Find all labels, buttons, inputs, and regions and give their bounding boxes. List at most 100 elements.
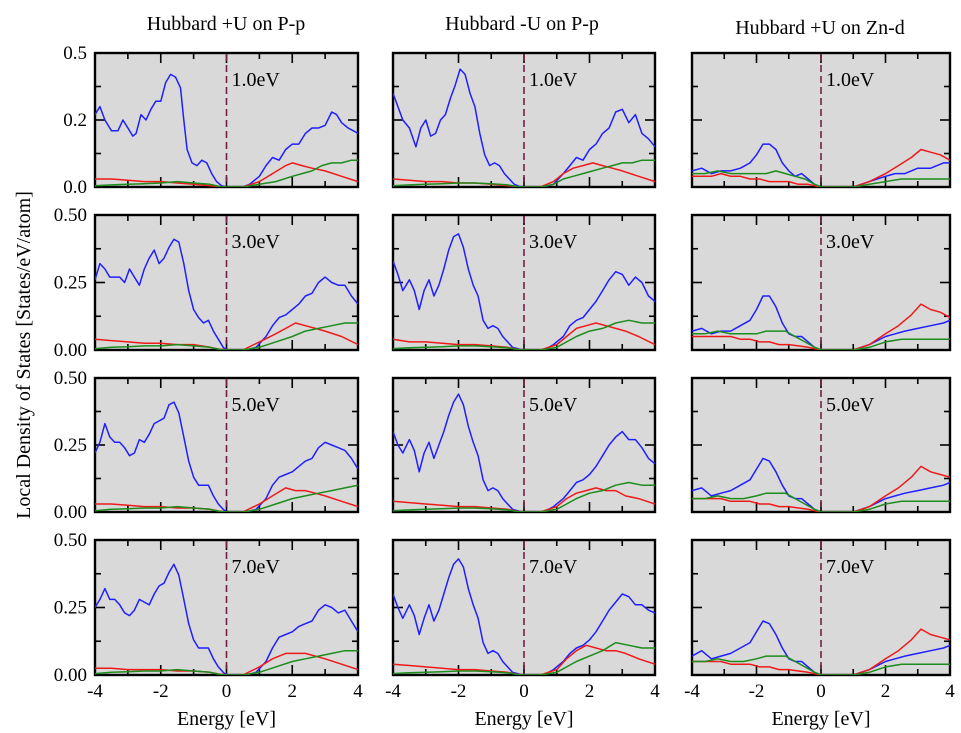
series-line-green [692, 655, 950, 675]
series-line-red [95, 652, 358, 675]
y-tick-label: 0.5 [63, 43, 87, 64]
panel-label: 5.0eV [232, 394, 281, 416]
series-line-green [692, 492, 950, 512]
panel-7: 5.0eV 0.00 0.25 0.50 [54, 368, 360, 523]
series-group [393, 558, 655, 675]
x-tick-label: -4 [684, 681, 700, 702]
series-line-blue [95, 401, 358, 512]
x-tick-label: 4 [945, 681, 955, 702]
panel-label: 3.0eV [826, 231, 875, 253]
series-line-red [692, 465, 950, 512]
series-group [95, 401, 358, 512]
panel-5: 3.0eV [391, 213, 657, 352]
series-line-red [692, 303, 950, 350]
series-line-green [692, 170, 950, 187]
series-line-blue [393, 68, 655, 187]
panel-2: 1.0eV [391, 51, 657, 189]
panel-11: 7.0eV -4 -2 0 2 4 Energy [eV] [385, 538, 660, 730]
series-line-blue [95, 73, 358, 187]
y-tick-label: 0.0 [63, 177, 87, 198]
series-group [95, 238, 358, 350]
series-line-red [692, 148, 950, 187]
column-title-2: Hubbard -U on P-p [445, 13, 599, 35]
x-tick-label: 2 [881, 681, 891, 702]
series-line-green [95, 484, 358, 512]
y-tick-label: 0.00 [54, 665, 87, 686]
x-tick-label: 0 [222, 681, 232, 702]
series-line-red [393, 487, 655, 512]
y-tick-label: 0.25 [54, 435, 87, 456]
series-group [393, 233, 655, 350]
panel-label: 5.0eV [826, 394, 875, 416]
x-tick-label: -4 [385, 681, 401, 702]
series-line-red [95, 162, 358, 187]
y-tick-label: 0.50 [54, 530, 87, 551]
series-line-blue [95, 563, 358, 675]
column-title-1: Hubbard +U on P-p [147, 13, 306, 35]
panel-grid: 1.0eV 0.0 0.2 0.5 1.0eV 1.0eV 3.0eV 0.00 0.25 0.5… [54, 43, 956, 730]
series-line-green [393, 159, 655, 187]
y-tick-label: 0.50 [54, 205, 87, 226]
x-tick-label: 2 [288, 681, 298, 702]
x-tick-label: 0 [816, 681, 826, 702]
x-tick-label: -2 [153, 681, 169, 702]
x-tick-label: -4 [87, 681, 103, 702]
series-line-blue [393, 233, 655, 350]
series-line-blue [692, 143, 950, 187]
series-group [95, 563, 358, 675]
x-tick-label: -2 [451, 681, 467, 702]
x-tick-label: 4 [353, 681, 363, 702]
panel-label: 1.0eV [232, 69, 281, 91]
y-tick-label: 0.50 [54, 368, 87, 389]
x-tick-label: 2 [585, 681, 595, 702]
series-line-blue [692, 620, 950, 675]
panel-label: 3.0eV [529, 231, 578, 253]
series-line-blue [393, 558, 655, 675]
panel-label: 7.0eV [826, 556, 875, 578]
panel-label: 1.0eV [826, 69, 875, 91]
panel-6: 3.0eV [690, 213, 952, 352]
series-group [692, 143, 950, 187]
series-group [393, 393, 655, 512]
x-axis-label: Energy [eV] [474, 708, 573, 730]
series-line-green [692, 330, 950, 350]
panel-3: 1.0eV [690, 51, 952, 189]
series-line-red [393, 644, 655, 675]
series-group [692, 620, 950, 675]
panel-label: 3.0eV [232, 231, 281, 253]
series-line-red [95, 322, 358, 350]
x-tick-label: 4 [650, 681, 660, 702]
series-line-green [393, 641, 655, 675]
series-line-red [393, 162, 655, 187]
series-group [95, 73, 358, 187]
series-group [692, 457, 950, 512]
panel-12: 7.0eV -4 -2 0 2 4 Energy [eV] [684, 538, 955, 730]
panel-label: 7.0eV [232, 556, 281, 578]
x-axis-label: Energy [eV] [177, 708, 276, 730]
y-tick-label: 0.25 [54, 273, 87, 294]
series-line-green [95, 159, 358, 187]
series-line-red [95, 487, 358, 512]
x-axis-label: Energy [eV] [771, 708, 870, 730]
series-line-blue [393, 393, 655, 512]
panel-4: 3.0eV 0.00 0.25 0.50 [54, 205, 360, 361]
series-line-green [393, 319, 655, 350]
series-group [393, 68, 655, 187]
panel-10: 7.0eV 0.00 0.25 0.50 -4 -2 0 2 4 Energy [eV] [54, 530, 364, 730]
y-tick-label: 0.25 [54, 598, 87, 619]
series-line-blue [692, 295, 950, 350]
x-tick-label: 0 [519, 681, 529, 702]
y-tick-label: 0.00 [54, 340, 87, 361]
y-tick-label: 0.2 [63, 110, 87, 131]
panel-label: 1.0eV [529, 69, 578, 91]
series-line-red [692, 628, 950, 675]
y-tick-label: 0.00 [54, 502, 87, 523]
series-line-blue [95, 238, 358, 350]
series-line-blue [692, 457, 950, 512]
series-group [692, 295, 950, 350]
series-line-green [95, 649, 358, 675]
x-tick-label: -2 [749, 681, 765, 702]
series-line-red [393, 322, 655, 350]
series-line-green [95, 322, 358, 350]
